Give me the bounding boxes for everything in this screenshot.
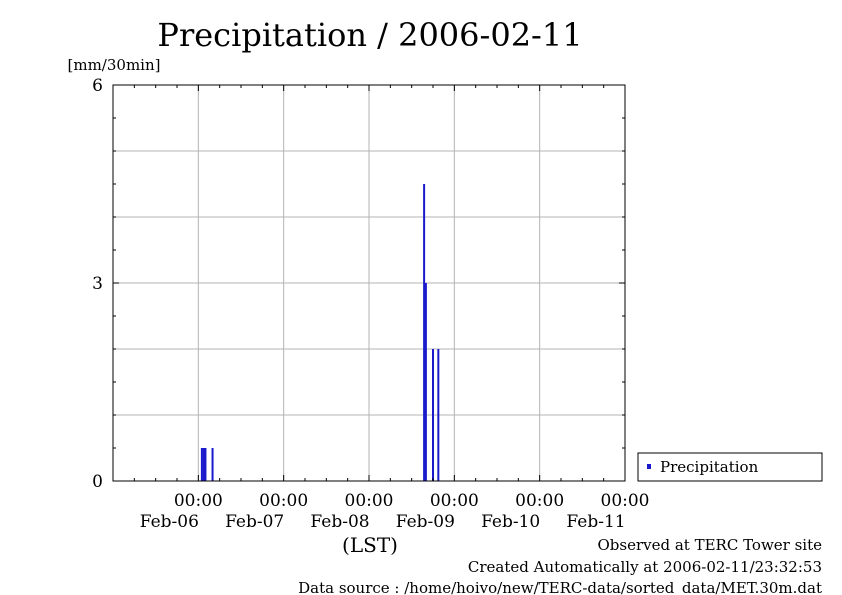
grid-lines (113, 85, 625, 481)
x-tick-label-date: Feb-06 (140, 512, 199, 532)
footer-source: Data source : /home/hoivo/new/TERC-data/… (298, 579, 822, 595)
y-axis-unit-label: [mm/30min] (68, 56, 161, 74)
x-axis-ticks: 00:00Feb-0600:00Feb-0700:00Feb-0800:00Fe… (112, 85, 650, 532)
legend-swatch-precipitation (647, 464, 651, 469)
x-tick-label-time: 00:00 (345, 491, 394, 511)
chart-title: Precipitation / 2006-02-11 (157, 16, 582, 54)
x-axis-label: (LST) (342, 533, 398, 557)
x-tick-label-time: 00:00 (430, 491, 479, 511)
precipitation-bar (200, 448, 203, 481)
y-tick-label: 6 (92, 76, 103, 96)
legend: Precipitation (637, 452, 823, 482)
legend-box (637, 452, 823, 482)
precipitation-bar (423, 184, 426, 481)
x-tick-label-time: 00:00 (515, 491, 564, 511)
legend-label-precipitation: Precipitation (660, 458, 759, 476)
x-tick-label-time: 00:00 (259, 491, 308, 511)
x-tick-label-date: Feb-08 (310, 512, 369, 532)
precipitation-bar (424, 283, 427, 481)
x-tick-label-time: 00:00 (601, 491, 650, 511)
precipitation-bar (204, 448, 207, 481)
footer-created: Created Automatically at 2006-02-11/23:3… (468, 558, 822, 576)
y-tick-label: 3 (92, 274, 103, 294)
x-tick-label-date: Feb-11 (566, 512, 625, 532)
x-tick-label-date: Feb-09 (396, 512, 455, 532)
x-tick-label-date: Feb-07 (225, 512, 284, 532)
precipitation-bar (432, 349, 434, 481)
precipitation-bar (211, 448, 214, 481)
precipitation-bar (437, 349, 440, 481)
footer-site: Observed at TERC Tower site (597, 536, 822, 554)
x-tick-label-time: 00:00 (174, 491, 223, 511)
x-tick-label-date: Feb-10 (481, 512, 540, 532)
y-tick-label: 0 (92, 472, 103, 492)
y-axis-ticks: 0 3 6 (92, 76, 625, 492)
bar-series-precipitation (200, 184, 440, 481)
precipitation-bar (202, 448, 205, 481)
